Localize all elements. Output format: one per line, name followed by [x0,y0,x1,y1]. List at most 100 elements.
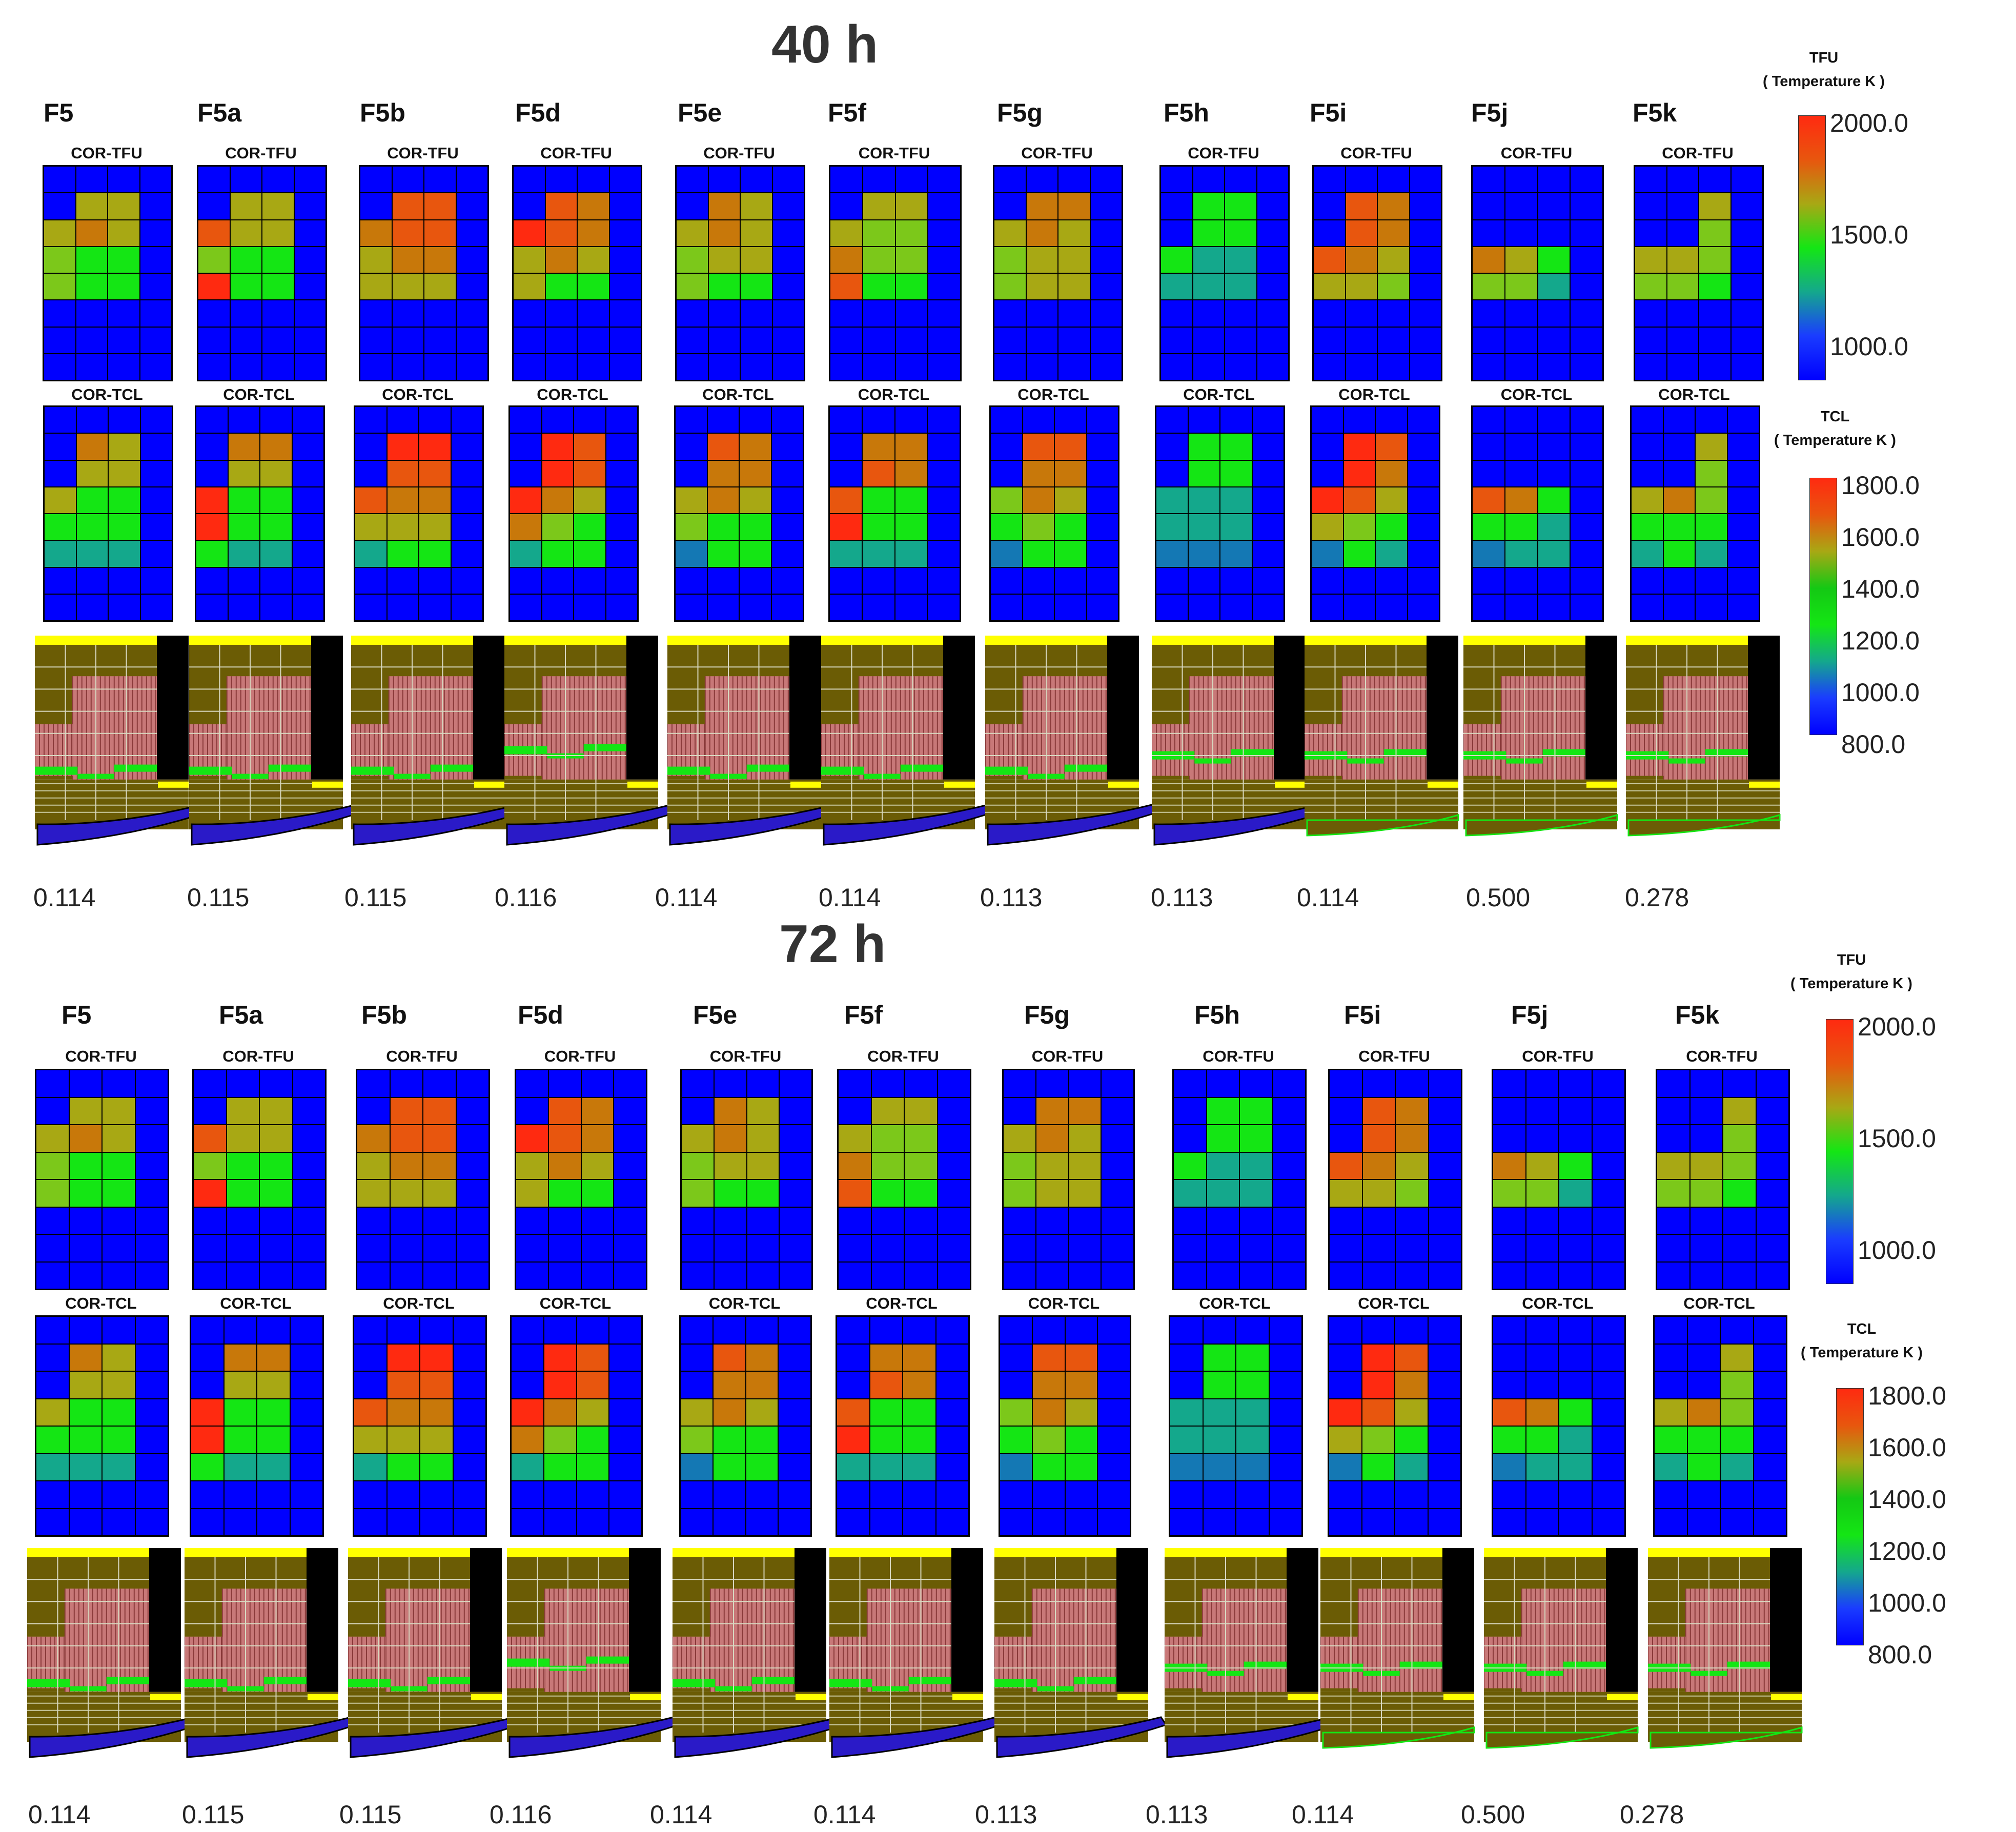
debris-band [268,764,311,772]
grid-cell [76,406,108,434]
grid-cell [895,193,928,220]
grid-cell [1395,1508,1428,1536]
grid-cell [1377,327,1410,354]
grid-cell [1236,1481,1269,1509]
grid-cell [1188,594,1220,621]
grid-cell [230,219,262,247]
grid-cell [102,1371,135,1399]
grid-cell [1058,300,1090,327]
grid-cell [830,353,863,380]
fuel-rods [705,676,789,780]
core-cross-section [829,1548,1003,1758]
grid-cell [1504,327,1538,354]
grid-cell [1361,1481,1395,1509]
grid-cell [904,1207,938,1234]
grid-cell [1022,540,1054,567]
grid-cell [1188,567,1220,594]
grid-cell [548,1097,581,1125]
grid-cell [228,594,260,621]
grid-cell [36,1344,69,1371]
grid-cell [424,300,456,327]
grid-cell [1252,594,1284,621]
grid-cell [1727,567,1759,594]
grid-cell [1203,1453,1236,1481]
grid-cell [1730,246,1763,273]
grid-cell [1225,300,1257,327]
grid-cell [1753,1426,1786,1454]
grid-cell [1272,1125,1306,1152]
case-label: F5 [62,1001,92,1029]
grid-cell [108,433,140,460]
debris-band [985,766,1028,775]
grid-cell [1068,1179,1102,1207]
grid-cell [1720,1426,1754,1454]
grid-cell [102,1125,135,1152]
grid-cell [259,1097,293,1125]
grid-cell [1395,1207,1429,1234]
grid-cell [69,1398,102,1426]
grid-cell [574,486,606,514]
debris-band [900,764,943,772]
grid-cell [1409,219,1441,247]
grid-cell [1311,514,1343,541]
grid-cell [294,327,326,354]
grid-cell [577,193,609,220]
grid-cell [928,300,961,327]
fuel-rods [1663,676,1748,780]
case-value: 0.115 [187,883,250,912]
grid-cell [543,1426,577,1454]
case-label: F5e [678,98,722,127]
grid-cell [1730,327,1763,354]
plot-label-tcl: COR-TCL [1199,1294,1271,1312]
grid-cell [1537,567,1571,594]
grid-cell [360,273,392,300]
grid-cell [1101,1097,1134,1125]
grid-cell [577,327,609,354]
grid-cell [1504,433,1538,460]
grid-cell [516,1207,548,1234]
tfu-tick: 2000.0 [1858,1012,1936,1041]
grid-cell [1362,1234,1395,1262]
grid-cell [1689,1179,1723,1207]
grid-cell [139,166,172,193]
grid-cell [193,1261,227,1289]
grid-cell [1256,219,1289,247]
grid-cell [257,1316,290,1344]
grid-cell [292,1207,325,1234]
case-label: F5a [197,98,242,127]
case-label: F5j [1471,98,1509,127]
plot-label-tfu: COR-TFU [222,1047,294,1065]
grid-cell [1723,1125,1756,1152]
grid-cell [1687,1481,1720,1509]
grid-cell [44,327,76,354]
grid-cell [1756,1179,1789,1207]
grid-cell [869,1344,903,1371]
grid-cell [1525,1234,1559,1262]
fuel-rods [65,1589,149,1692]
grid-cell [108,327,140,354]
grid-cell [574,514,606,541]
plot-label-tcl: COR-TCL [220,1294,292,1312]
grid-cell [75,246,108,273]
support-plate [1108,781,1139,788]
grid-cell [1525,1508,1559,1536]
grid-cell [545,353,577,380]
core-wall [1585,636,1617,780]
grid-cell [862,193,895,220]
grid-cell [360,193,392,220]
grid-cell [76,514,108,541]
grid-cell [1361,1453,1395,1481]
fuel-rods [222,1589,307,1692]
plot-label-tfu: COR-TFU [1522,1047,1594,1065]
grid-cell [829,540,862,567]
grid-cell [714,1234,747,1262]
grid-cell [223,1371,257,1399]
grid-cell [871,1179,904,1207]
grid-cell [871,1261,904,1289]
grid-cell [386,514,419,541]
grid-cell [548,1125,581,1152]
grid-cell [1065,1508,1098,1536]
grid-cell [108,193,140,220]
grid-cell [1022,486,1054,514]
grid-cell [1054,460,1087,487]
